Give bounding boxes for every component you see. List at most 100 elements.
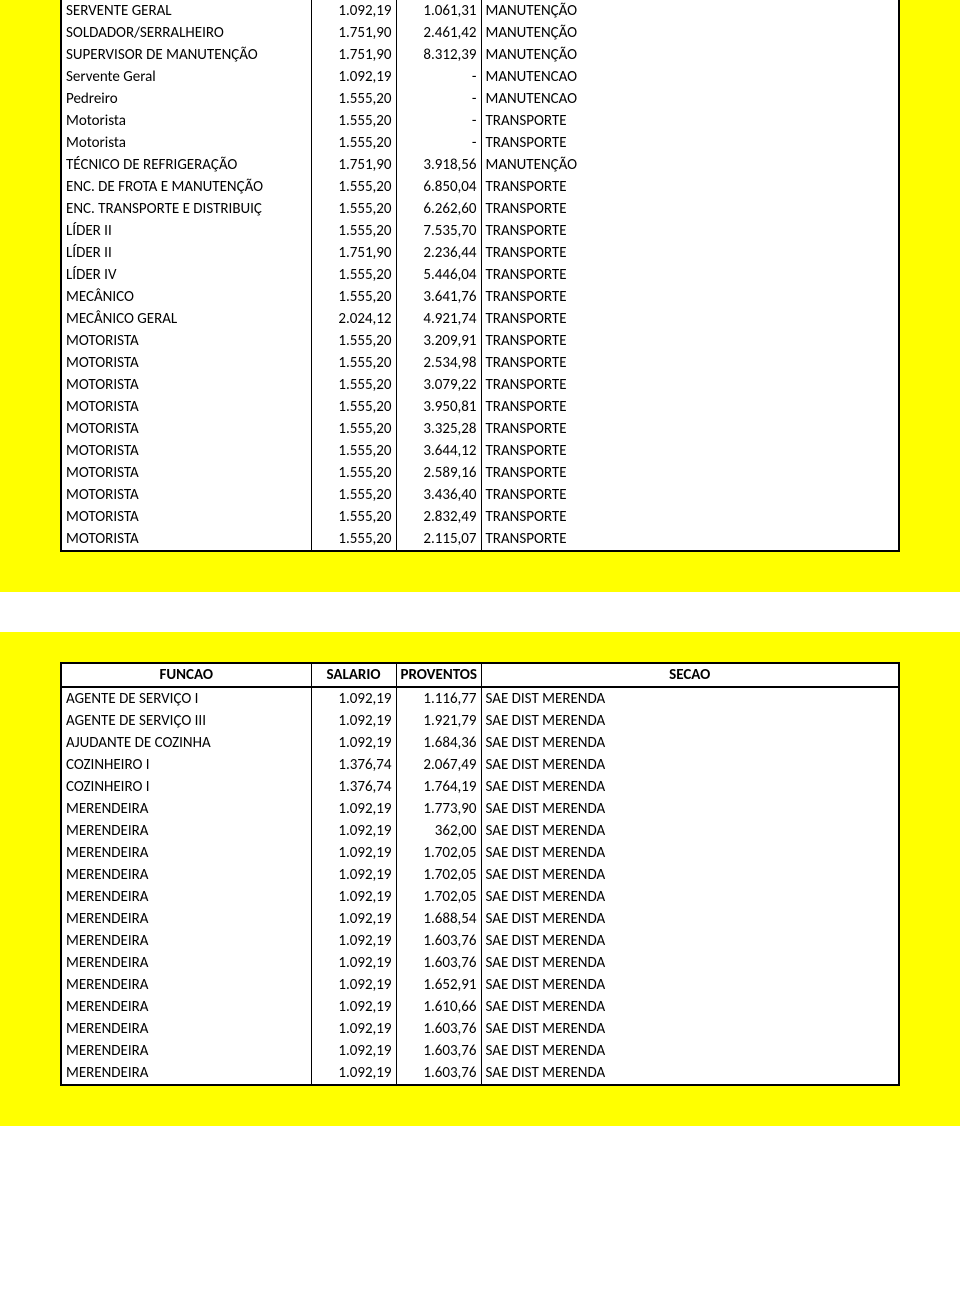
- cell-funcao: MOTORISTA: [61, 418, 311, 440]
- cell-salario: 1.555,20: [311, 462, 396, 484]
- cell-secao: SAE DIST MERENDA: [481, 710, 899, 732]
- cell-funcao: MERENDEIRA: [61, 864, 311, 886]
- table-row: AGENTE DE SERVIÇO I1.092,191.116,77SAE D…: [61, 687, 899, 710]
- cell-salario: 1.555,20: [311, 330, 396, 352]
- cell-funcao: MOTORISTA: [61, 506, 311, 528]
- cell-secao: TRANSPORTE: [481, 418, 899, 440]
- cell-proventos: 2.534,98: [396, 352, 481, 374]
- table-row: MERENDEIRA1.092,191.603,76SAE DIST MEREN…: [61, 1040, 899, 1062]
- cell-salario: 1.751,90: [311, 22, 396, 44]
- cell-secao: SAE DIST MERENDA: [481, 732, 899, 754]
- cell-secao: SAE DIST MERENDA: [481, 776, 899, 798]
- table-row: MERENDEIRA1.092,191.610,66SAE DIST MEREN…: [61, 996, 899, 1018]
- cell-salario: 1.092,19: [311, 842, 396, 864]
- cell-salario: 1.555,20: [311, 528, 396, 551]
- cell-proventos: 3.950,81: [396, 396, 481, 418]
- cell-funcao: LÍDER II: [61, 220, 311, 242]
- cell-salario: 1.092,19: [311, 930, 396, 952]
- table-row: Motorista1.555,20-TRANSPORTE: [61, 110, 899, 132]
- cell-secao: SAE DIST MERENDA: [481, 952, 899, 974]
- cell-salario: 1.555,20: [311, 484, 396, 506]
- cell-proventos: 6.850,04: [396, 176, 481, 198]
- cell-salario: 1.555,20: [311, 176, 396, 198]
- cell-proventos: 3.436,40: [396, 484, 481, 506]
- cell-funcao: MERENDEIRA: [61, 820, 311, 842]
- cell-proventos: 1.116,77: [396, 687, 481, 710]
- cell-proventos: 3.325,28: [396, 418, 481, 440]
- cell-salario: 1.376,74: [311, 754, 396, 776]
- cell-funcao: ENC. DE FROTA E MANUTENÇÃO: [61, 176, 311, 198]
- table-row: MOTORISTA1.555,203.644,12TRANSPORTE: [61, 440, 899, 462]
- cell-funcao: MERENDEIRA: [61, 952, 311, 974]
- cell-funcao: MECÂNICO: [61, 286, 311, 308]
- cell-proventos: 2.236,44: [396, 242, 481, 264]
- table-row: COZINHEIRO I1.376,742.067,49SAE DIST MER…: [61, 754, 899, 776]
- table-row: MERENDEIRA1.092,191.603,76SAE DIST MEREN…: [61, 1018, 899, 1040]
- cell-salario: 1.555,20: [311, 88, 396, 110]
- cell-salario: 1.092,19: [311, 820, 396, 842]
- table-row: SUPERVISOR DE MANUTENÇÃO1.751,908.312,39…: [61, 44, 899, 66]
- cell-proventos: 3.644,12: [396, 440, 481, 462]
- cell-funcao: LÍDER IV: [61, 264, 311, 286]
- cell-proventos: 1.603,76: [396, 1018, 481, 1040]
- cell-funcao: MERENDEIRA: [61, 974, 311, 996]
- cell-salario: 1.555,20: [311, 110, 396, 132]
- table-row: SOLDADOR/SERRALHEIRO1.751,902.461,42MANU…: [61, 22, 899, 44]
- table-row: MOTORISTA1.555,203.436,40TRANSPORTE: [61, 484, 899, 506]
- cell-secao: MANUTENÇÃO: [481, 22, 899, 44]
- cell-secao: TRANSPORTE: [481, 484, 899, 506]
- cell-secao: TRANSPORTE: [481, 286, 899, 308]
- cell-funcao: MERENDEIRA: [61, 1062, 311, 1085]
- cell-secao: TRANSPORTE: [481, 462, 899, 484]
- cell-funcao: MERENDEIRA: [61, 842, 311, 864]
- table-row: MERENDEIRA1.092,19362,00SAE DIST MERENDA: [61, 820, 899, 842]
- cell-salario: 1.555,20: [311, 286, 396, 308]
- cell-secao: TRANSPORTE: [481, 308, 899, 330]
- cell-secao: SAE DIST MERENDA: [481, 754, 899, 776]
- cell-salario: 1.376,74: [311, 776, 396, 798]
- cell-funcao: SOLDADOR/SERRALHEIRO: [61, 22, 311, 44]
- cell-funcao: AGENTE DE SERVIÇO I: [61, 687, 311, 710]
- table-row: MERENDEIRA1.092,191.603,76SAE DIST MEREN…: [61, 930, 899, 952]
- table-row: MOTORISTA1.555,203.325,28TRANSPORTE: [61, 418, 899, 440]
- table-row: MERENDEIRA1.092,191.688,54SAE DIST MEREN…: [61, 908, 899, 930]
- table-row: ENC. TRANSPORTE E DISTRIBUIÇ1.555,206.26…: [61, 198, 899, 220]
- cell-salario: 1.092,19: [311, 1062, 396, 1085]
- cell-salario: 1.092,19: [311, 974, 396, 996]
- cell-secao: SAE DIST MERENDA: [481, 1062, 899, 1085]
- table-row: COZINHEIRO I1.376,741.764,19SAE DIST MER…: [61, 776, 899, 798]
- cell-funcao: SERVENTE GERAL: [61, 0, 311, 22]
- cell-salario: 1.555,20: [311, 396, 396, 418]
- cell-salario: 1.092,19: [311, 710, 396, 732]
- cell-salario: 1.555,20: [311, 198, 396, 220]
- table-row: MERENDEIRA1.092,191.603,76SAE DIST MEREN…: [61, 952, 899, 974]
- cell-salario: 2.024,12: [311, 308, 396, 330]
- cell-proventos: 3.079,22: [396, 374, 481, 396]
- cell-proventos: 1.921,79: [396, 710, 481, 732]
- table-row: MERENDEIRA1.092,191.702,05SAE DIST MEREN…: [61, 886, 899, 908]
- col-header-secao: SECAO: [481, 663, 899, 687]
- table-row: LÍDER II1.555,207.535,70TRANSPORTE: [61, 220, 899, 242]
- cell-secao: TRANSPORTE: [481, 242, 899, 264]
- table-row: Pedreiro1.555,20-MANUTENCAO: [61, 88, 899, 110]
- cell-proventos: 7.535,70: [396, 220, 481, 242]
- table-row: MERENDEIRA1.092,191.603,76SAE DIST MEREN…: [61, 1062, 899, 1085]
- cell-salario: 1.092,19: [311, 952, 396, 974]
- cell-proventos: 362,00: [396, 820, 481, 842]
- cell-secao: TRANSPORTE: [481, 264, 899, 286]
- cell-proventos: 3.209,91: [396, 330, 481, 352]
- col-header-salario: SALARIO: [311, 663, 396, 687]
- cell-proventos: 1.702,05: [396, 864, 481, 886]
- cell-proventos: 1.684,36: [396, 732, 481, 754]
- cell-secao: SAE DIST MERENDA: [481, 864, 899, 886]
- table-row: Motorista1.555,20-TRANSPORTE: [61, 132, 899, 154]
- cell-funcao: Motorista: [61, 132, 311, 154]
- table-row: MOTORISTA1.555,203.079,22TRANSPORTE: [61, 374, 899, 396]
- cell-funcao: MERENDEIRA: [61, 886, 311, 908]
- cell-funcao: MERENDEIRA: [61, 908, 311, 930]
- cell-funcao: Servente Geral: [61, 66, 311, 88]
- cell-secao: TRANSPORTE: [481, 198, 899, 220]
- cell-funcao: MERENDEIRA: [61, 1018, 311, 1040]
- cell-funcao: MERENDEIRA: [61, 930, 311, 952]
- cell-proventos: 1.688,54: [396, 908, 481, 930]
